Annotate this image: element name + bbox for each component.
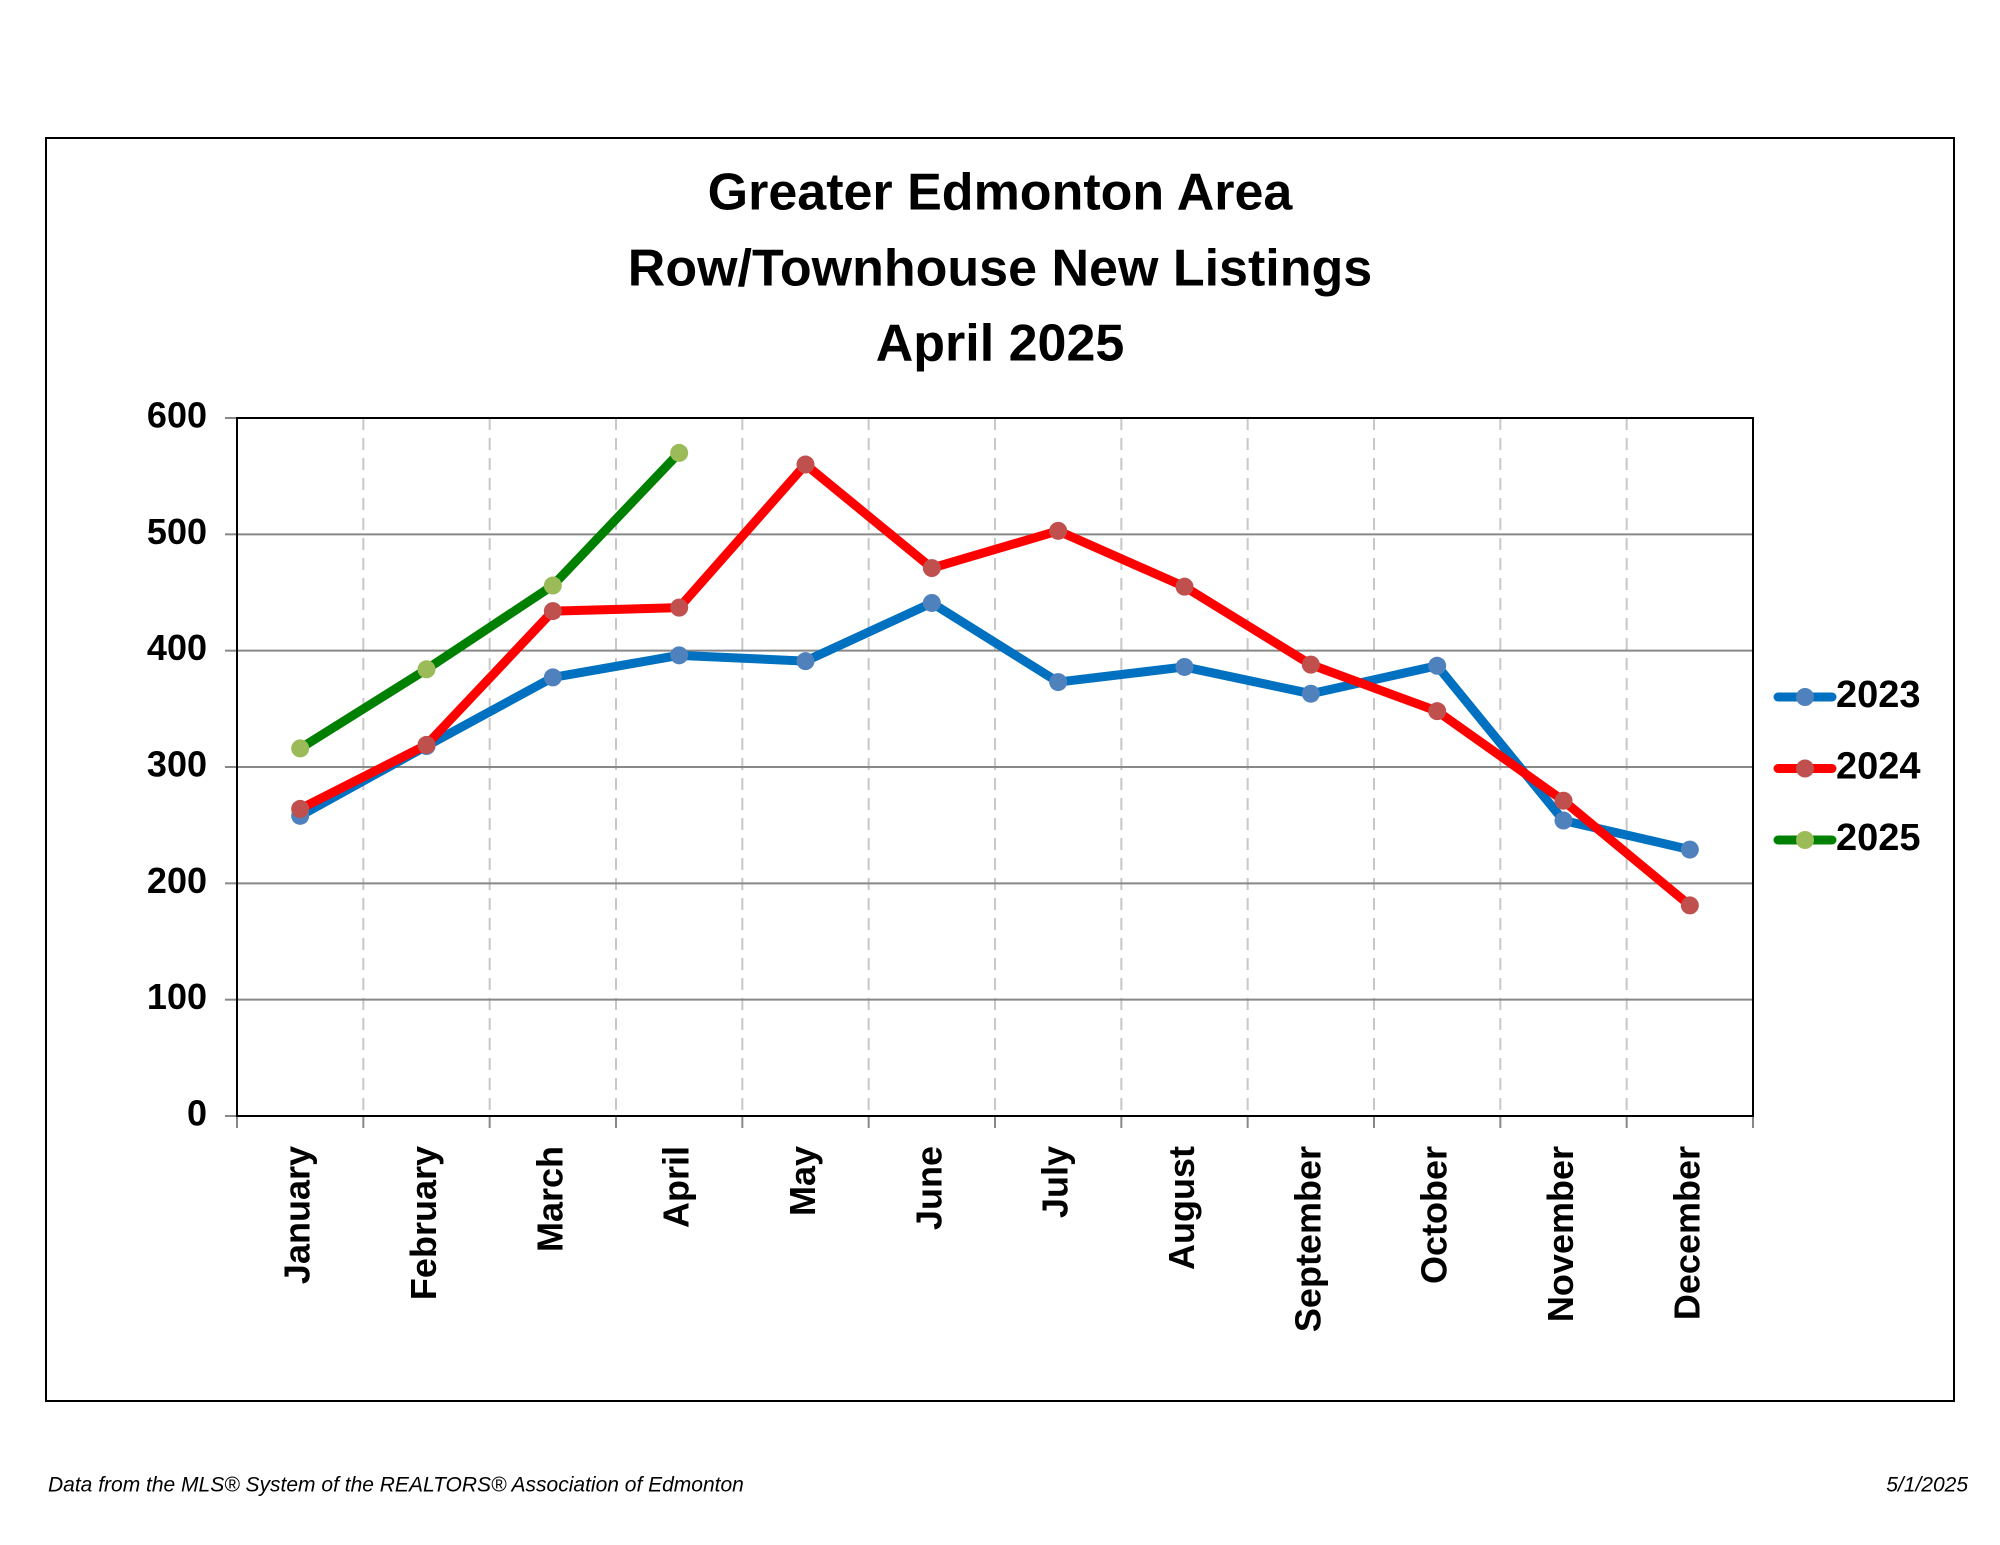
data-point (291, 739, 310, 758)
data-point (922, 593, 941, 612)
data-point (543, 602, 562, 621)
data-point (670, 598, 689, 617)
data-point (543, 668, 562, 687)
x-tick-label: January (277, 1146, 318, 1284)
data-point (291, 799, 310, 818)
x-tick-label: August (1161, 1146, 1202, 1270)
data-point (1175, 657, 1194, 676)
data-point (1428, 656, 1447, 675)
legend-marker (1796, 759, 1814, 778)
series-line (297, 598, 1691, 854)
y-tick-label: 600 (147, 395, 207, 436)
y-tick-label: 100 (147, 976, 207, 1017)
data-point (1301, 684, 1320, 703)
data-point (1680, 896, 1699, 915)
legend-marker (1796, 688, 1814, 706)
x-tick-label: March (529, 1146, 570, 1252)
series-line (298, 460, 1693, 909)
x-tick-label: November (1540, 1146, 1581, 1322)
legend-marker (1796, 831, 1814, 849)
chart-title: Greater Edmonton Area (708, 164, 1294, 222)
x-tick-label: October (1414, 1146, 1455, 1284)
y-tick-label: 200 (147, 860, 207, 901)
data-point (796, 652, 815, 671)
data-point (1554, 811, 1573, 830)
data-point (670, 646, 689, 665)
chart-title: April 2025 (876, 315, 1125, 373)
y-tick-label: 300 (147, 744, 207, 785)
y-tick-label: 500 (147, 511, 207, 552)
x-tick-label: May (782, 1146, 823, 1216)
plot-frame (236, 417, 1754, 1117)
x-tick-label: July (1035, 1146, 1076, 1218)
data-point (1680, 840, 1699, 859)
data-point (417, 735, 436, 754)
x-tick-label: June (908, 1146, 949, 1230)
data-point (1554, 791, 1573, 810)
legend-label: 2025 (1836, 817, 1921, 859)
legend-label: 2023 (1836, 674, 1921, 716)
x-tick-label: September (1287, 1146, 1328, 1332)
series-line (297, 449, 683, 753)
data-point (796, 455, 815, 474)
data-point (1428, 702, 1447, 721)
x-tick-label: April (656, 1146, 697, 1228)
source-note: Data from the MLS® System of the REALTOR… (48, 1474, 744, 1497)
data-point (543, 576, 562, 595)
x-tick-label: December (1666, 1146, 1707, 1320)
data-point (1301, 655, 1320, 674)
data-point (922, 559, 941, 578)
data-point (1049, 673, 1068, 692)
data-point (1049, 521, 1068, 540)
data-point (670, 443, 689, 462)
y-tick-label: 0 (187, 1093, 207, 1134)
data-point (417, 660, 436, 679)
x-tick-label: February (403, 1146, 444, 1300)
y-tick-label: 400 (147, 627, 207, 668)
chart-title: Row/Townhouse New Listings (628, 240, 1372, 298)
data-point (1175, 577, 1194, 596)
legend-label: 2024 (1836, 746, 1921, 788)
date-note: 5/1/2025 (1886, 1474, 1968, 1497)
